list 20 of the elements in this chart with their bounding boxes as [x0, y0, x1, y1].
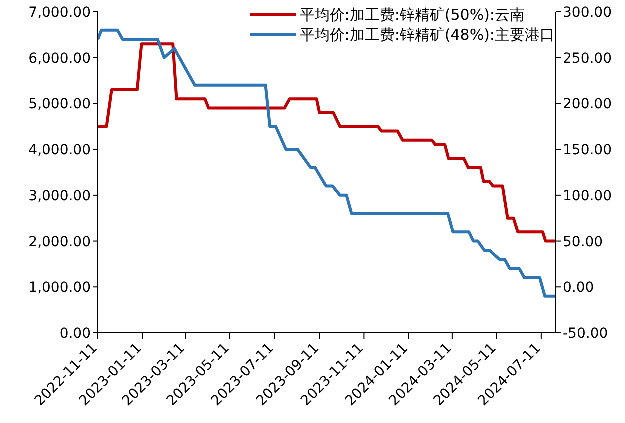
- y2-tick-label: 50.00: [563, 234, 604, 250]
- y-tick-label: 2,000.00: [28, 234, 91, 250]
- y2-tick-label: 150.00: [563, 142, 612, 159]
- y-tick-label: 6,000.00: [28, 50, 91, 67]
- y2-tick-label: 200.00: [563, 96, 612, 113]
- y2-tick-label: -50.00: [563, 326, 608, 342]
- y2-tick-label: 300.00: [563, 4, 612, 21]
- y-tick-label: 1,000.00: [28, 280, 91, 296]
- y2-tick-label: 0.00: [563, 280, 594, 296]
- line-series: [98, 42, 556, 243]
- legend-label: 平均价:加工费:锌精矿(48%):主要港口: [300, 25, 555, 45]
- y-tick-label: 5,000.00: [28, 96, 91, 113]
- y2-tick-label: 100.00: [563, 188, 612, 204]
- y-tick-label: 4,000.00: [28, 142, 91, 159]
- y2-tick-label: 250.00: [563, 50, 612, 67]
- y-tick-label: 0.00: [60, 326, 91, 342]
- legend-label: 平均价:加工费:锌精矿(50%):云南: [300, 5, 525, 25]
- line-series: [98, 28, 556, 298]
- y-tick-label: 3,000.00: [28, 188, 91, 204]
- y-tick-label: 7,000.00: [28, 4, 91, 21]
